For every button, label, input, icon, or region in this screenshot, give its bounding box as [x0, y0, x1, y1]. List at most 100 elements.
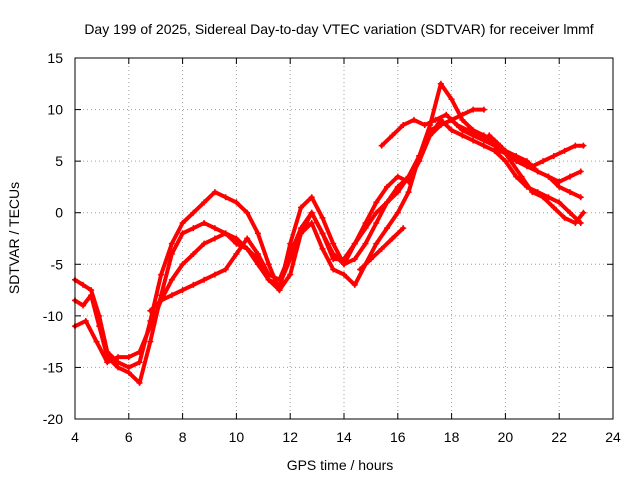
data-point — [80, 302, 87, 309]
data-point — [222, 194, 229, 201]
data-point — [384, 199, 391, 206]
data-point — [319, 245, 326, 252]
data-point — [394, 189, 401, 196]
data-point — [222, 230, 229, 237]
x-tick-label: 12 — [282, 429, 298, 445]
data-point — [550, 152, 557, 159]
data-point — [373, 220, 380, 227]
data-point — [529, 189, 536, 196]
data-point — [577, 168, 584, 175]
data-point — [507, 158, 514, 165]
data-point — [233, 250, 240, 257]
data-point — [319, 214, 326, 221]
data-point — [513, 173, 520, 180]
y-tick-label: -15 — [43, 359, 63, 375]
data-point — [540, 194, 547, 201]
data-point — [93, 338, 100, 345]
data-point — [287, 250, 294, 257]
y-axis-label: SDTVAR / TECUs — [6, 182, 22, 294]
data-point — [453, 122, 460, 129]
data-point — [265, 276, 272, 283]
data-point — [147, 338, 154, 345]
data-point — [432, 116, 439, 123]
data-point — [179, 261, 186, 268]
data-point — [470, 106, 477, 113]
data-point — [351, 256, 358, 263]
data-point — [437, 80, 444, 87]
data-point — [190, 225, 197, 232]
data-point — [136, 348, 143, 355]
data-point — [201, 276, 208, 283]
data-point — [201, 240, 208, 247]
data-point — [480, 106, 487, 113]
data-point — [201, 199, 208, 206]
data-point — [448, 127, 455, 134]
data-point — [330, 240, 337, 247]
data-point — [341, 271, 347, 278]
y-tick-label: 15 — [47, 50, 63, 66]
chart-title: Day 199 of 2025, Sidereal Day-to-day VTE… — [84, 21, 593, 37]
data-point — [580, 142, 587, 149]
data-point — [244, 235, 251, 242]
data-point — [491, 147, 498, 154]
data-point — [373, 240, 380, 247]
data-point — [276, 281, 283, 288]
data-point — [168, 250, 175, 257]
data-point — [470, 137, 477, 144]
data-point — [254, 261, 261, 268]
data-point — [480, 142, 487, 149]
data-point — [115, 359, 122, 366]
data-point — [400, 225, 407, 232]
data-point — [577, 220, 584, 227]
data-point — [115, 364, 122, 371]
y-tick-label: -20 — [43, 411, 63, 427]
data-point — [308, 220, 315, 227]
data-point — [341, 261, 347, 268]
data-point — [330, 256, 337, 263]
data-point — [556, 183, 563, 190]
y-tick-label: -10 — [43, 308, 63, 324]
data-point — [211, 271, 218, 278]
data-point — [125, 364, 132, 371]
data-point — [297, 225, 304, 232]
data-point — [82, 318, 89, 325]
data-point — [561, 147, 568, 154]
data-point — [104, 359, 111, 366]
data-point — [351, 240, 358, 247]
y-tick-label: -5 — [51, 256, 64, 272]
data-point — [158, 297, 165, 304]
data-point — [125, 354, 132, 361]
x-tick-label: 16 — [390, 429, 406, 445]
data-point — [405, 178, 412, 185]
data-point — [308, 194, 315, 201]
series-track-d — [147, 116, 584, 314]
data-point — [287, 240, 294, 247]
data-point — [373, 209, 380, 216]
data-point — [254, 230, 261, 237]
data-point — [566, 189, 573, 196]
data-point — [556, 178, 563, 185]
data-point — [394, 209, 401, 216]
data-point — [362, 240, 369, 247]
data-point — [168, 240, 175, 247]
data-point — [448, 96, 455, 103]
data-point — [384, 225, 391, 232]
ticks: 4 6 8 10 12 14 16 18 20 22 24 -20 -15 -10 -5 0 5 10 15 — [43, 50, 621, 445]
y-tick-label: 5 — [55, 153, 63, 169]
data-point — [96, 323, 103, 330]
data-point — [190, 281, 197, 288]
data-point — [410, 116, 417, 123]
data-point — [308, 209, 315, 216]
data-point — [115, 354, 122, 361]
data-point — [244, 209, 251, 216]
data-point — [378, 245, 385, 252]
data-point — [330, 266, 337, 273]
data-point — [502, 158, 509, 165]
data-point — [287, 271, 294, 278]
y-tick-label: 0 — [55, 205, 63, 221]
data-point — [394, 173, 401, 180]
data-point — [497, 142, 504, 149]
data-point — [233, 240, 240, 247]
x-tick-label: 24 — [605, 429, 621, 445]
data-point — [367, 256, 374, 263]
